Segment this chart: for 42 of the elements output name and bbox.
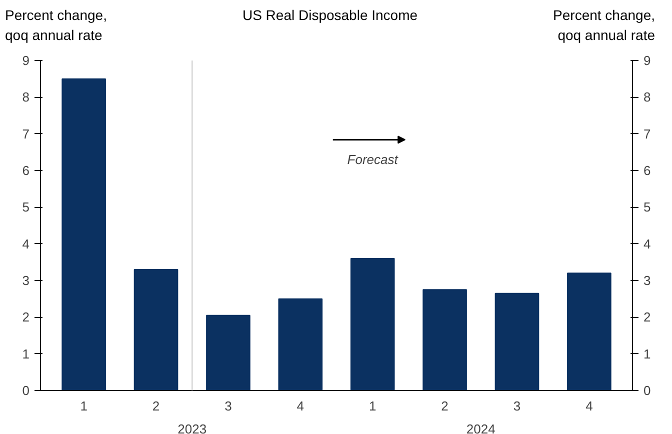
y2-tick-label: 1	[644, 346, 651, 362]
y-tick-label: 1	[22, 346, 30, 362]
y-tick-label: 5	[22, 200, 30, 215]
y2-tick-label: 6	[644, 163, 651, 178]
y-tick-label: 7	[22, 126, 30, 142]
y2-tick-label: 2	[644, 310, 651, 325]
x-tick-label: 2	[152, 398, 160, 414]
y-tick-label: 6	[22, 163, 30, 178]
bar	[134, 269, 178, 390]
y2-tick-label: 8	[644, 90, 651, 105]
bar	[206, 314, 250, 390]
y2-axis-title: Percent change, qoq annual rate	[553, 6, 655, 45]
y-tick-label: 8	[22, 90, 30, 105]
bar	[278, 298, 323, 390]
x-tick-label: 4	[296, 398, 304, 414]
chart-title: US Real Disposable Income	[242, 6, 418, 25]
x-tick-label: 1	[80, 398, 88, 414]
y2-tick-label: 0	[644, 383, 651, 398]
x-tick-label: 4	[586, 398, 593, 414]
y-tick-label: 3	[22, 273, 30, 288]
bar	[422, 289, 467, 390]
x-tick-label: 1	[368, 398, 376, 414]
y2-tick-label: 7	[644, 126, 651, 142]
y-axis-title: Percent change, qoq annual rate	[5, 6, 107, 45]
y2-tick-label: 4	[644, 236, 651, 252]
bar	[62, 78, 106, 390]
text: 2023	[178, 422, 207, 434]
x-tick-label: 3	[224, 398, 232, 414]
x-tick-label: 2	[441, 398, 448, 414]
y2-tick-label: 9	[644, 53, 651, 68]
bar	[567, 272, 612, 390]
y-tick-label: 4	[22, 236, 30, 252]
x-tick-label: 3	[513, 398, 521, 414]
bar	[350, 258, 395, 390]
y2-tick-label: 5	[644, 200, 651, 215]
y2-tick-label: 3	[644, 273, 651, 288]
y-tick-label: 9	[22, 53, 30, 68]
y-tick-label: 2	[22, 310, 30, 325]
text: 2024	[466, 422, 496, 434]
y-tick-label: 0	[22, 383, 30, 398]
bar	[494, 292, 540, 390]
annotation: Forecast	[347, 152, 400, 167]
